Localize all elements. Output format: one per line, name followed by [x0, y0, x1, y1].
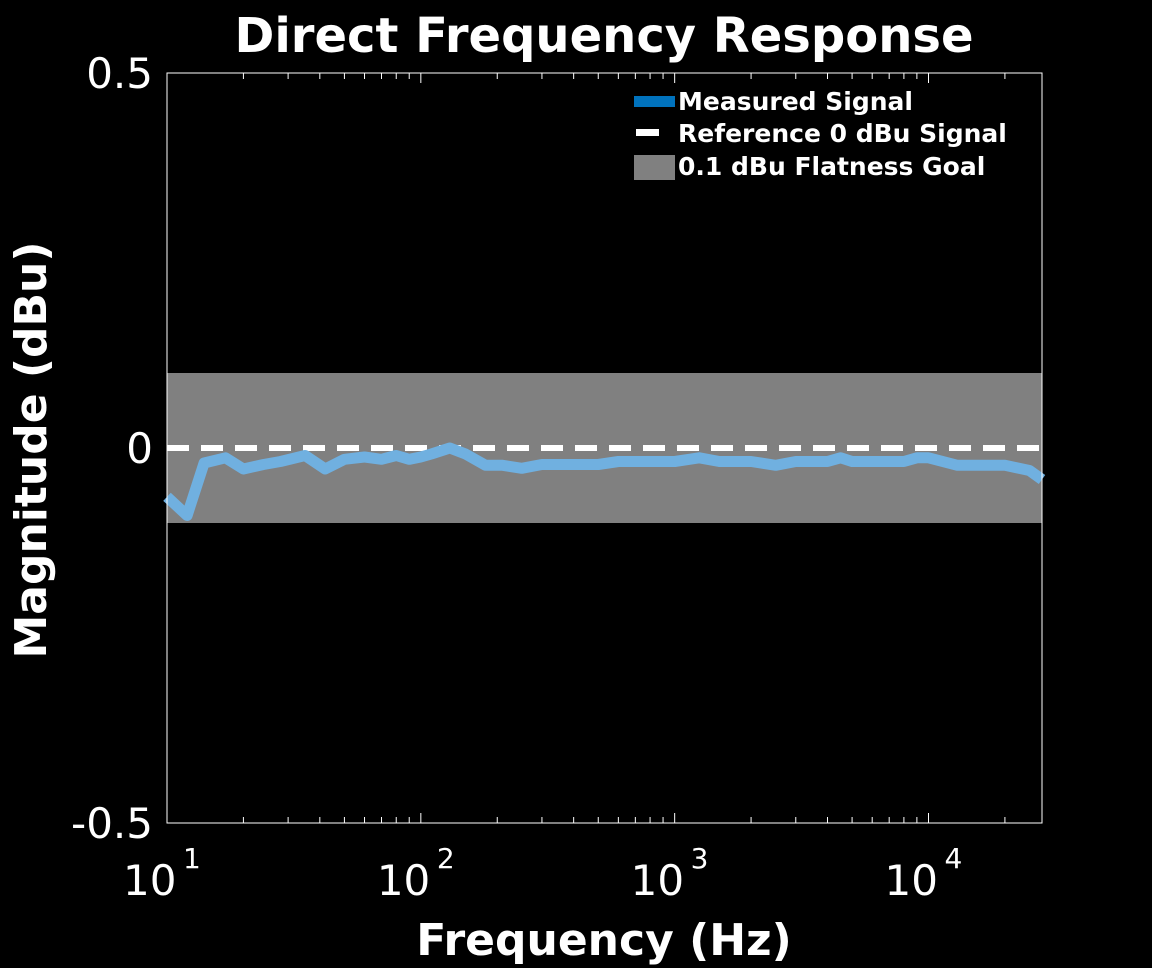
flatness-band — [167, 373, 1042, 523]
legend-swatch-reference — [636, 129, 659, 136]
chart-title: Direct Frequency Response — [234, 8, 973, 64]
x-tick-exponent: 2 — [437, 842, 455, 875]
legend: Measured Signal Reference 0 dBu Signal 0… — [634, 87, 1007, 181]
x-tick-label: 10 — [123, 856, 176, 905]
y-tick-labels: 0.5 0 -0.5 — [71, 49, 153, 848]
plot-area — [163, 72, 1046, 824]
axes-frame — [166, 72, 1043, 824]
x-tick-exponent: 1 — [183, 842, 201, 875]
legend-label-band: 0.1 dBu Flatness Goal — [678, 152, 985, 181]
x-tick-marks — [166, 73, 1006, 823]
x-tick-label: 10 — [631, 856, 684, 905]
x-tick-exponent: 3 — [691, 842, 709, 875]
legend-label-measured: Measured Signal — [678, 87, 913, 116]
y-tick-label: 0.5 — [86, 49, 153, 98]
y-tick-label: 0 — [126, 424, 153, 473]
x-tick-label: 10 — [884, 856, 937, 905]
legend-label-reference: Reference 0 dBu Signal — [678, 119, 1007, 148]
x-tick-label: 10 — [377, 856, 430, 905]
legend-swatch-measured — [634, 96, 675, 107]
y-tick-label: -0.5 — [71, 799, 153, 848]
x-tick-labels: 10 1 10 2 10 3 10 4 — [123, 842, 962, 905]
series-line-0 — [163, 442, 1046, 521]
x-tick-exponent: 4 — [944, 842, 962, 875]
x-axis-label: Frequency (Hz) — [416, 915, 792, 966]
y-axis-label: Magnitude (dBu) — [6, 242, 57, 659]
legend-swatch-band — [634, 155, 675, 180]
